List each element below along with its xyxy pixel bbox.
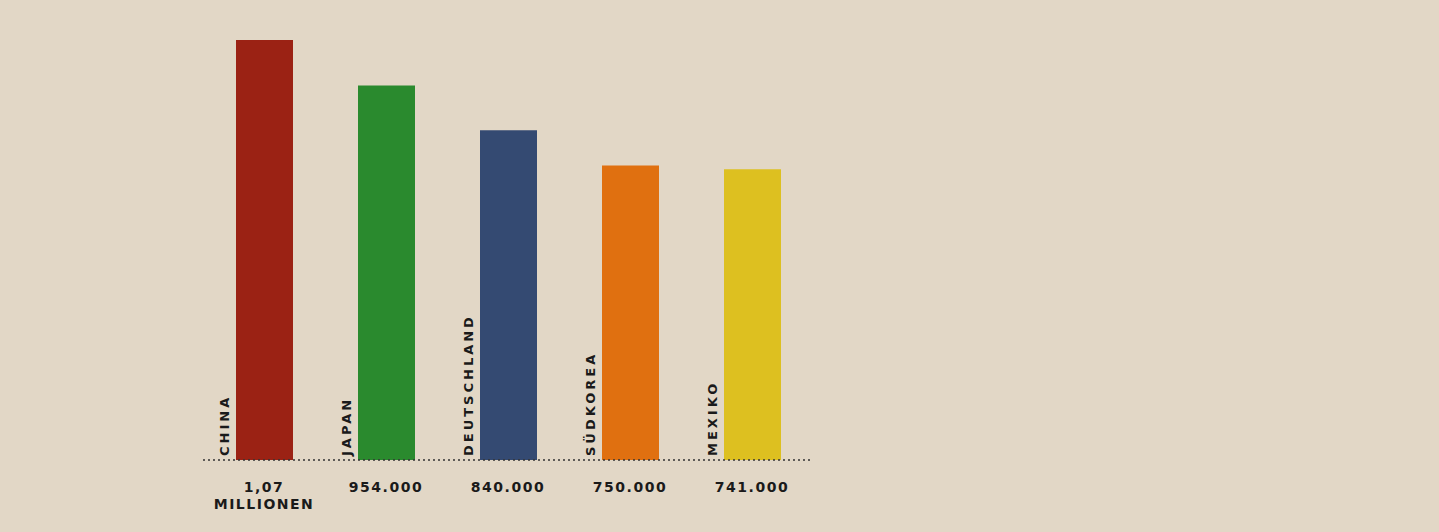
svg-text:MEXIKO: MEXIKO <box>705 381 720 456</box>
svg-text:JAPAN: JAPAN <box>339 397 354 457</box>
svg-text:1,07MILLIONEN: 1,07MILLIONEN <box>214 479 315 512</box>
svg-text:750.000: 750.000 <box>593 479 667 495</box>
svg-text:CHINA: CHINA <box>217 395 232 456</box>
svg-text:741.000: 741.000 <box>715 479 789 495</box>
svg-text:840.000: 840.000 <box>471 479 545 495</box>
svg-text:DEUTSCHLAND: DEUTSCHLAND <box>461 314 476 456</box>
svg-text:SÜDKOREA: SÜDKOREA <box>583 352 598 456</box>
svg-text:954.000: 954.000 <box>349 479 423 495</box>
